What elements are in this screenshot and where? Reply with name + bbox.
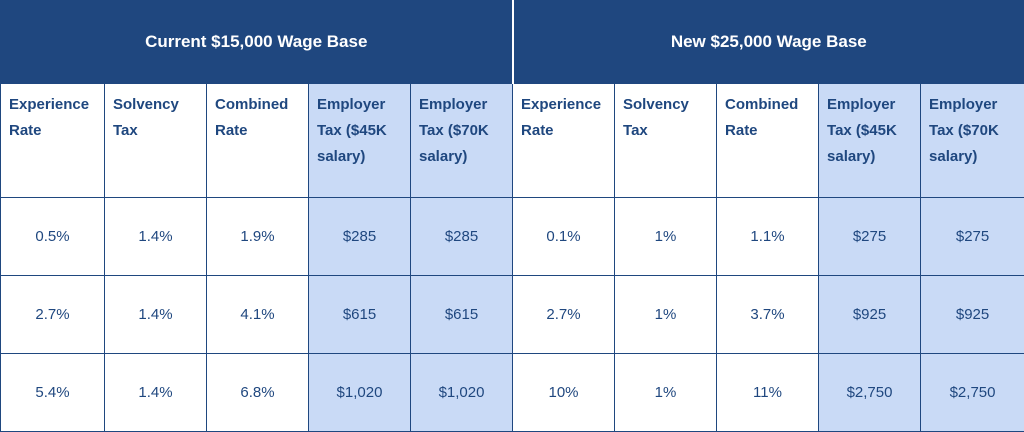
table-cell: 0.1%	[513, 198, 615, 276]
group-header-row: Current $15,000 Wage Base New $25,000 Wa…	[1, 1, 1024, 84]
table-cell: $1,020	[309, 354, 411, 432]
col-current-combined-rate: Combined Rate	[207, 84, 309, 198]
col-new-employer-tax-70k: Employer Tax ($70K salary)	[921, 84, 1024, 198]
table-cell: 1.4%	[105, 354, 207, 432]
table-cell: $615	[411, 276, 513, 354]
column-header-row: Experience Rate Solvency Tax Combined Ra…	[1, 84, 1024, 198]
table-cell: 11%	[717, 354, 819, 432]
table-cell: 1%	[615, 354, 717, 432]
col-current-employer-tax-70k: Employer Tax ($70K salary)	[411, 84, 513, 198]
col-current-employer-tax-45k: Employer Tax ($45K salary)	[309, 84, 411, 198]
table-cell: 6.8%	[207, 354, 309, 432]
new-wage-base-header: New $25,000 Wage Base	[513, 1, 1024, 84]
table-cell: 1.4%	[105, 198, 207, 276]
table-cell: $285	[411, 198, 513, 276]
table-cell: $615	[309, 276, 411, 354]
table-cell: 0.5%	[1, 198, 105, 276]
col-current-experience-rate: Experience Rate	[1, 84, 105, 198]
table-cell: $2,750	[921, 354, 1024, 432]
table-cell: 1.9%	[207, 198, 309, 276]
table-cell: $925	[819, 276, 921, 354]
table-row: 2.7% 1.4% 4.1% $615 $615 2.7% 1% 3.7% $9…	[1, 276, 1024, 354]
table-cell: 1.4%	[105, 276, 207, 354]
table-cell: $285	[309, 198, 411, 276]
table-cell: $275	[819, 198, 921, 276]
table-cell: 3.7%	[717, 276, 819, 354]
col-new-combined-rate: Combined Rate	[717, 84, 819, 198]
table-cell: 10%	[513, 354, 615, 432]
col-new-employer-tax-45k: Employer Tax ($45K salary)	[819, 84, 921, 198]
table-cell: 4.1%	[207, 276, 309, 354]
table-cell: 1%	[615, 198, 717, 276]
table-row: 0.5% 1.4% 1.9% $285 $285 0.1% 1% 1.1% $2…	[1, 198, 1024, 276]
col-new-experience-rate: Experience Rate	[513, 84, 615, 198]
col-current-solvency-tax: Solvency Tax	[105, 84, 207, 198]
table-cell: 1.1%	[717, 198, 819, 276]
col-new-solvency-tax: Solvency Tax	[615, 84, 717, 198]
table-cell: 2.7%	[1, 276, 105, 354]
table-cell: $925	[921, 276, 1024, 354]
table-cell: $1,020	[411, 354, 513, 432]
table-cell: 5.4%	[1, 354, 105, 432]
table-cell: $275	[921, 198, 1024, 276]
table-cell: 1%	[615, 276, 717, 354]
current-wage-base-header: Current $15,000 Wage Base	[1, 1, 513, 84]
table-cell: $2,750	[819, 354, 921, 432]
table-row: 5.4% 1.4% 6.8% $1,020 $1,020 10% 1% 11% …	[1, 354, 1024, 432]
table-cell: 2.7%	[513, 276, 615, 354]
